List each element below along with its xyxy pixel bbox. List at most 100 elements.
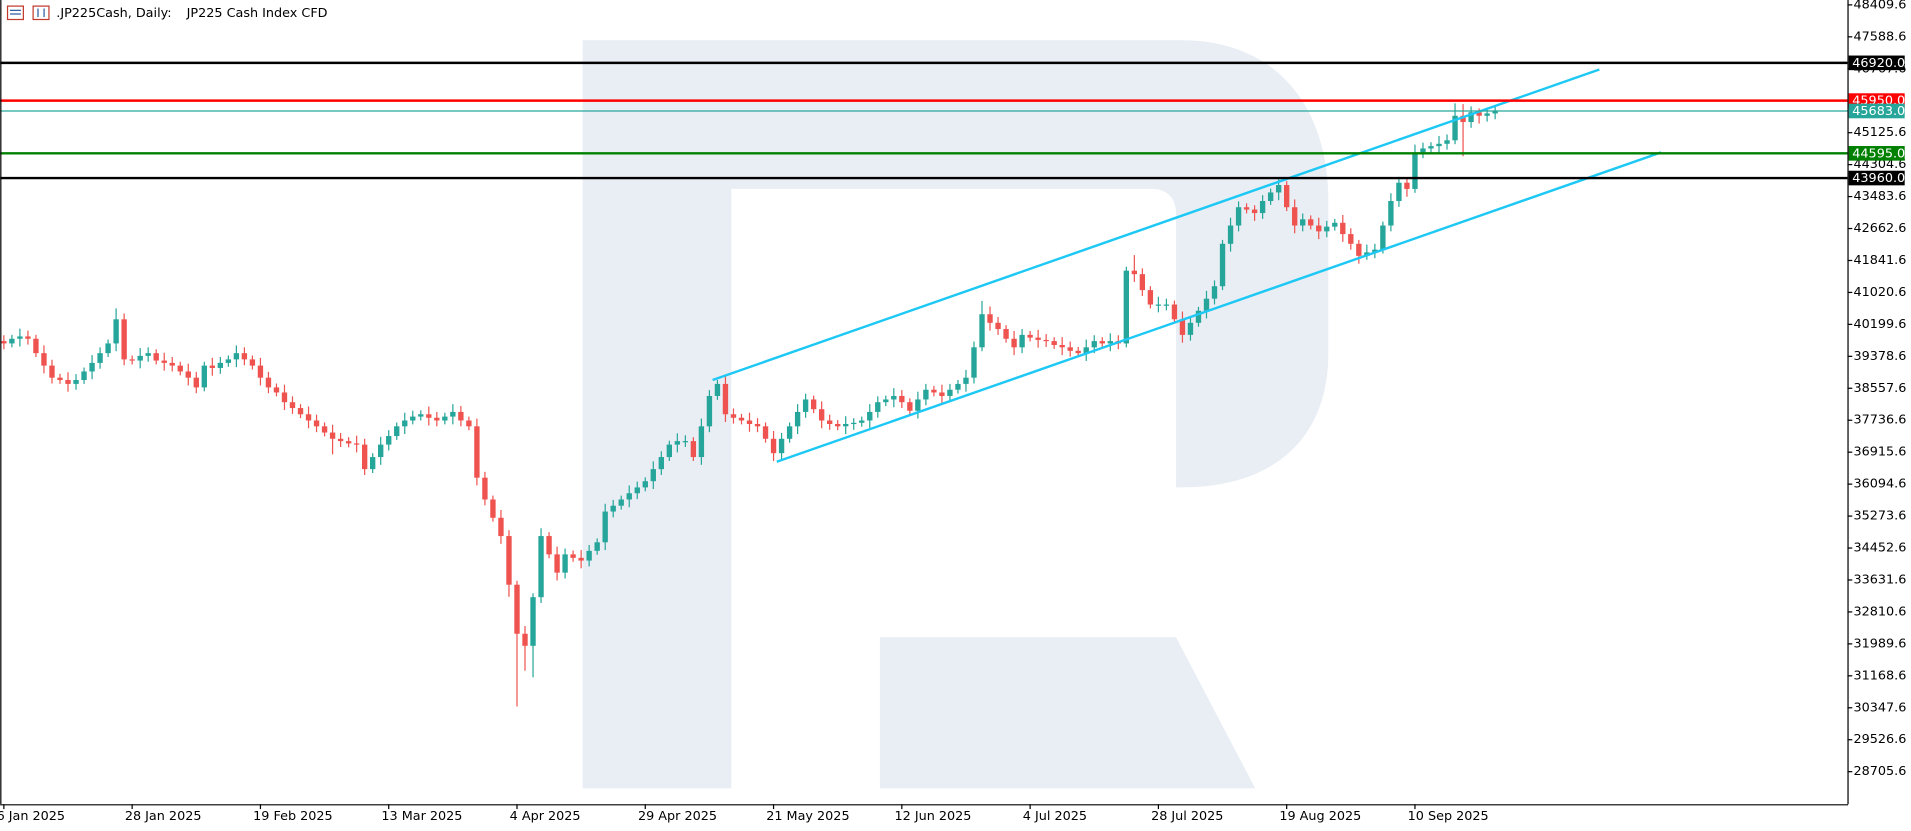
candle-body <box>257 365 264 378</box>
candle-body <box>835 423 841 427</box>
candle-body <box>1091 341 1097 348</box>
candle-body <box>9 338 15 344</box>
candle-body <box>353 443 360 445</box>
candle-body <box>410 416 416 421</box>
candle-body <box>818 409 825 421</box>
candle-body <box>386 436 392 445</box>
candle-body <box>201 365 207 388</box>
candle-body <box>875 402 881 412</box>
candle-body <box>546 536 552 555</box>
candle-body <box>1428 146 1434 149</box>
candle-body <box>730 414 737 418</box>
candle-body <box>289 402 296 409</box>
candle-body <box>778 438 785 454</box>
y-tick-label: 42662.6 <box>1854 221 1907 236</box>
candle-body <box>1227 225 1234 244</box>
candle-body <box>1243 207 1250 210</box>
candle-body <box>690 441 697 458</box>
candle-body <box>586 550 592 561</box>
y-tick-label: 31168.6 <box>1854 668 1907 683</box>
candle-body <box>193 377 199 388</box>
candle-body <box>594 542 600 551</box>
candle-body <box>241 353 248 360</box>
candle-body <box>610 505 616 512</box>
candle-body <box>17 336 23 339</box>
candle-body <box>321 426 328 433</box>
candle-body <box>738 417 745 421</box>
candle-body <box>426 414 432 418</box>
candle-body <box>73 380 79 384</box>
y-tick-label: 38557.6 <box>1854 381 1907 396</box>
candle-body <box>345 441 352 444</box>
candle-body <box>987 314 993 323</box>
candle-body <box>770 438 777 454</box>
candle-body <box>1051 341 1057 345</box>
candle-body <box>522 633 528 646</box>
candle-body <box>217 362 224 368</box>
candle-body <box>361 444 368 470</box>
candle-body <box>185 371 191 378</box>
channel-line <box>776 151 1662 463</box>
candle-body <box>794 411 801 427</box>
candle-body <box>1452 115 1458 141</box>
y-tick-label: 31989.6 <box>1854 636 1907 651</box>
candle-body <box>514 584 520 634</box>
candle-body <box>1251 209 1258 214</box>
candle-body <box>1195 310 1202 323</box>
candle-body <box>1308 219 1314 226</box>
candle-body <box>121 319 127 360</box>
x-tick-label: 4 Jul 2025 <box>1023 809 1087 824</box>
candle-body <box>506 536 512 585</box>
candle-body <box>1356 243 1362 256</box>
candle-body <box>851 422 857 425</box>
x-tick-label: 29 Apr 2025 <box>638 809 717 824</box>
candle-body <box>762 426 769 439</box>
level-label: 43960.0 <box>1852 171 1905 186</box>
candle-body <box>754 423 761 427</box>
candle-body <box>706 395 713 427</box>
candle-body <box>1099 341 1105 344</box>
y-tick-label: 36094.6 <box>1854 477 1907 492</box>
candle-body <box>113 319 119 344</box>
candle-body <box>1059 344 1065 348</box>
candle-body <box>1468 112 1474 123</box>
candle-body <box>786 426 793 439</box>
y-tick-label: 33631.6 <box>1854 572 1907 587</box>
candle-body <box>666 444 673 458</box>
x-tick-label: 10 Sep 2025 <box>1408 809 1489 824</box>
candle-body <box>41 353 47 366</box>
candle-body <box>81 371 87 381</box>
candle-body <box>1420 148 1426 153</box>
x-tick-label: 28 Jan 2025 <box>125 809 202 824</box>
candle-body <box>859 420 865 423</box>
candle-body <box>33 338 39 354</box>
candle-body <box>225 359 232 363</box>
y-tick-label: 32810.6 <box>1854 604 1907 619</box>
candle-body <box>1147 290 1154 305</box>
chart-title: .JP225Cash, Daily: <box>56 6 171 21</box>
y-tick-label: 29526.6 <box>1854 732 1907 747</box>
x-tick-label: 19 Feb 2025 <box>253 809 333 824</box>
candle-body <box>1460 115 1466 123</box>
candle-body <box>915 399 921 411</box>
candle-body <box>177 365 183 372</box>
candle-body <box>658 457 664 470</box>
level-label: 46920.0 <box>1852 56 1905 71</box>
y-tick-label: 45125.6 <box>1854 125 1907 140</box>
y-tick-label: 28705.6 <box>1854 764 1907 779</box>
candle-body <box>153 353 159 361</box>
candle-body <box>281 392 288 403</box>
candle-body <box>802 399 809 412</box>
candle-body <box>1171 304 1178 320</box>
y-tick-label: 35273.6 <box>1854 509 1907 524</box>
candle-body <box>418 414 424 417</box>
candle-body <box>297 408 304 415</box>
candle-body <box>145 353 151 356</box>
candle-body <box>209 365 216 368</box>
candle-body <box>722 383 729 415</box>
candle-body <box>867 411 873 421</box>
candle-body <box>1083 347 1089 354</box>
candle-body <box>826 420 833 424</box>
candle-body <box>305 414 312 421</box>
candle-body <box>369 457 376 470</box>
